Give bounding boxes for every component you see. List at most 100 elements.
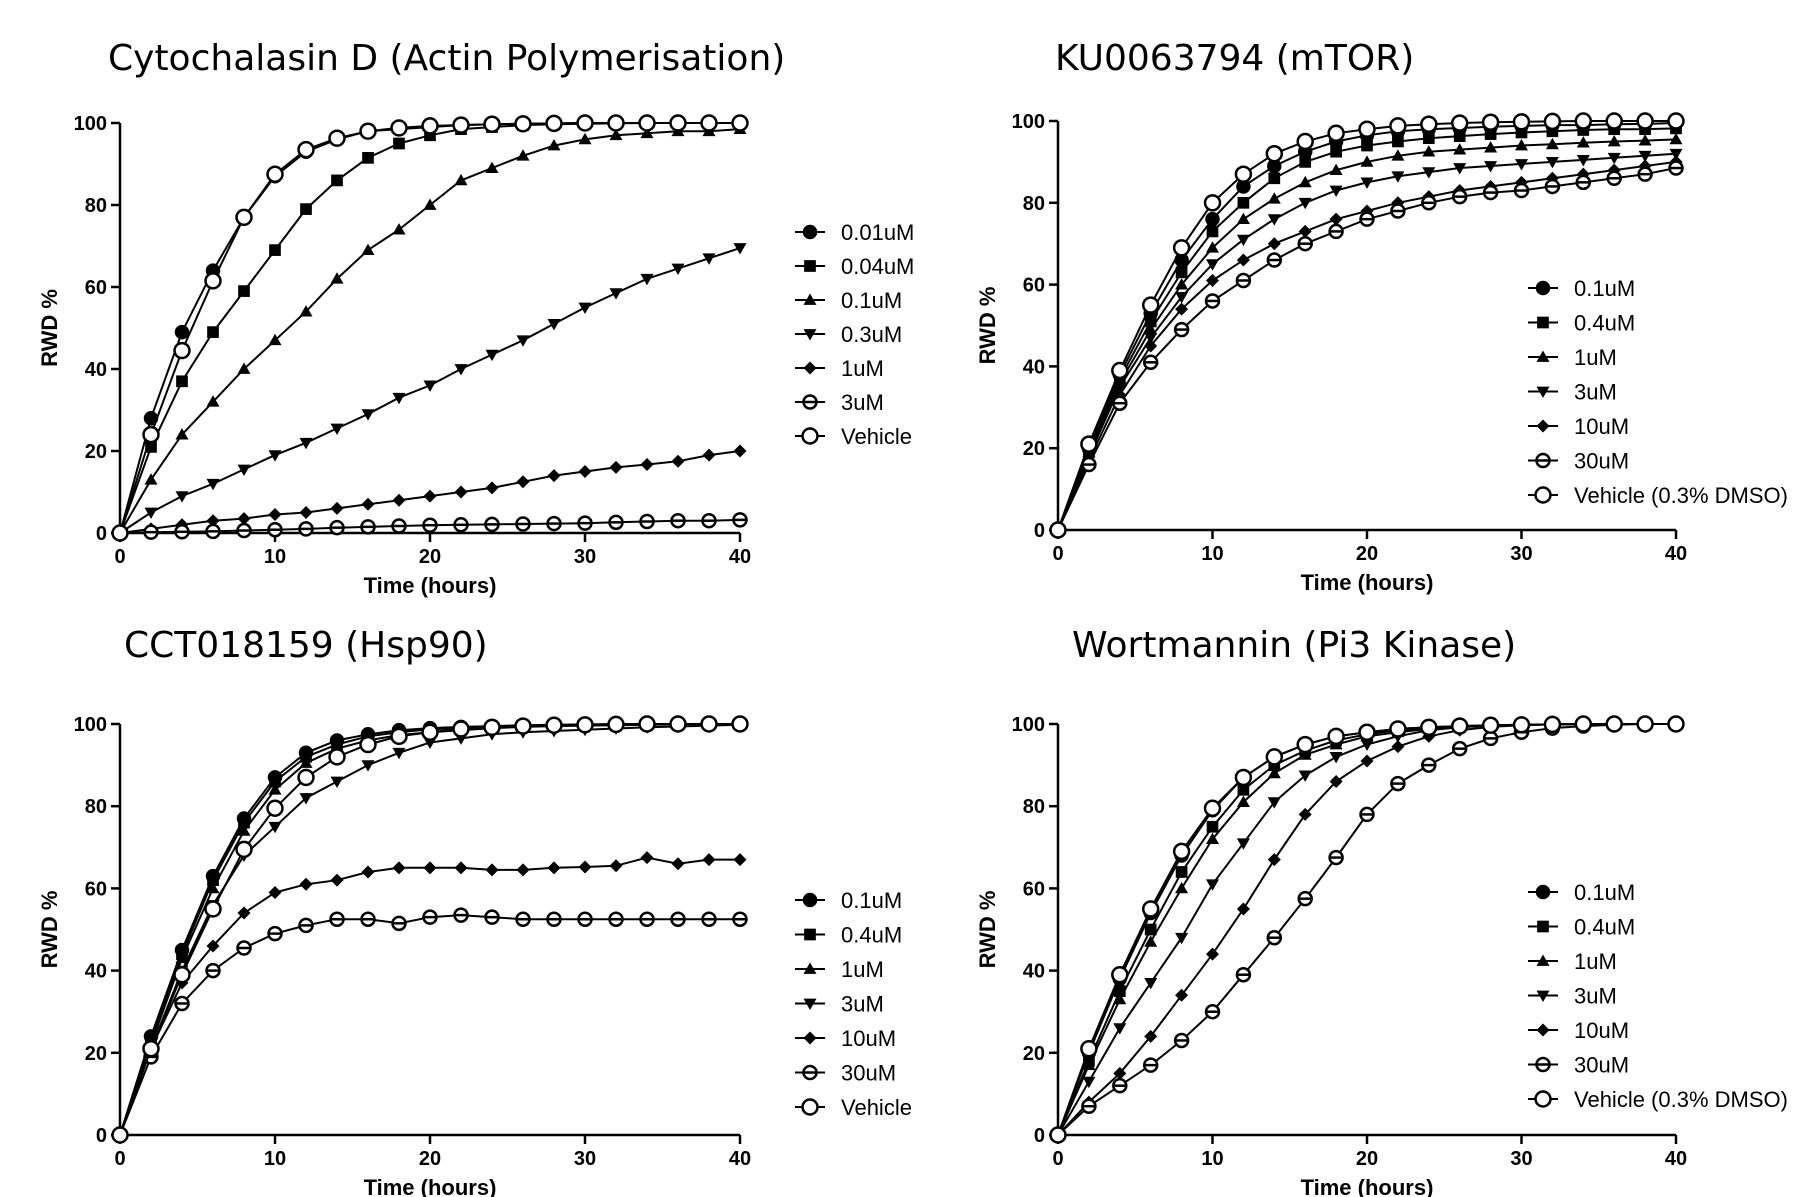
data-point (1237, 196, 1250, 209)
data-point (1141, 900, 1160, 918)
data-point (1267, 766, 1281, 779)
data-point (514, 115, 532, 133)
data-point (484, 909, 500, 925)
data-point (423, 198, 437, 210)
data-point (1545, 137, 1559, 150)
data-point (1175, 866, 1188, 878)
data-point (422, 517, 438, 533)
data-point (392, 392, 406, 405)
data-point (1296, 132, 1314, 151)
data-point (238, 285, 250, 297)
data-point (454, 173, 468, 186)
data-point (423, 737, 437, 749)
data-point (1298, 197, 1312, 210)
y-tick-label: 80 (85, 796, 107, 818)
data-point (1237, 783, 1250, 796)
data-point (702, 853, 716, 867)
data-point (1577, 124, 1590, 136)
data-point (640, 126, 654, 139)
data-point (1515, 126, 1528, 139)
data-point (670, 911, 686, 927)
data-point (547, 139, 561, 151)
data-point (1081, 1098, 1097, 1114)
data-point (1235, 966, 1252, 983)
data-point (392, 861, 406, 875)
x-tick-label: 30 (574, 546, 596, 568)
data-point (1267, 192, 1281, 204)
data-point (1266, 252, 1283, 268)
data-point (391, 915, 407, 932)
legend-marker (1536, 419, 1550, 433)
data-point (701, 911, 717, 927)
data-point (1236, 795, 1250, 807)
data-point (1391, 149, 1405, 161)
y-tick-label: 0 (1034, 520, 1045, 542)
data-point (671, 263, 685, 276)
x-tick-label: 0 (1052, 543, 1063, 565)
series-Vehicle (111, 114, 749, 542)
data-point (483, 718, 501, 737)
data-point (1512, 716, 1531, 734)
data-point (578, 302, 592, 314)
data-point (640, 851, 654, 865)
data-point (1451, 740, 1468, 757)
data-point (393, 137, 405, 150)
data-point (1234, 768, 1253, 787)
data-point (330, 423, 344, 435)
data-point (1236, 838, 1250, 850)
data-point (669, 114, 687, 132)
data-point (1360, 754, 1374, 768)
series-3uM (112, 512, 748, 541)
data-point (236, 522, 252, 539)
data-point (1144, 978, 1158, 990)
data-point (238, 816, 250, 829)
chart-panel-4: Wortmannin (Pi3 Kinase) 0 20 40 60 80 100 0 10 20… (975, 625, 1788, 1197)
chart-panel-3: CCT018159 (Hsp90) 0 20 40 60 80 100 0 10 20 30 40 Ti… (37, 625, 912, 1197)
legend-marker (803, 1031, 817, 1045)
data-point (1484, 128, 1497, 140)
x-tick-label: 20 (1356, 1148, 1378, 1170)
data-point (732, 911, 748, 927)
data-point (669, 715, 687, 733)
legend-item: 1uM (795, 957, 884, 982)
data-point (1299, 156, 1312, 168)
legend-marker (803, 962, 817, 974)
data-point (1142, 354, 1159, 371)
data-point (1297, 235, 1313, 252)
x-tick-label: 30 (574, 1148, 596, 1170)
y-tick-label: 20 (85, 441, 107, 463)
data-point (516, 335, 530, 347)
data-point (268, 783, 282, 795)
legend-marker (803, 361, 817, 375)
data-point (1329, 752, 1343, 764)
data-point (1574, 112, 1593, 130)
data-point (609, 288, 623, 300)
data-point (547, 469, 561, 483)
data-point (421, 723, 439, 741)
data-point (1298, 175, 1312, 188)
data-point (330, 272, 344, 284)
data-point (1112, 395, 1128, 411)
data-point (1172, 842, 1191, 861)
data-point (111, 524, 129, 542)
data-point (733, 853, 747, 867)
legend-label: Vehicle (841, 1095, 912, 1120)
data-point (1453, 143, 1467, 155)
legend-marker (1537, 316, 1549, 329)
data-point (452, 116, 470, 134)
data-point (331, 174, 343, 187)
y-axis-label: RWD % (975, 287, 1000, 365)
data-point (361, 497, 375, 511)
data-point (1144, 323, 1158, 335)
data-point (1266, 929, 1283, 946)
y-axis-label: RWD % (37, 289, 62, 367)
data-point (1206, 225, 1219, 238)
data-point (269, 775, 281, 788)
x-tick-label: 20 (1356, 543, 1378, 565)
data-point (453, 907, 469, 923)
data-point (452, 720, 470, 738)
data-point (1391, 171, 1405, 183)
legend-label: 3uM (841, 390, 884, 415)
legend-label: 10uM (841, 1026, 896, 1051)
data-point (269, 244, 281, 256)
